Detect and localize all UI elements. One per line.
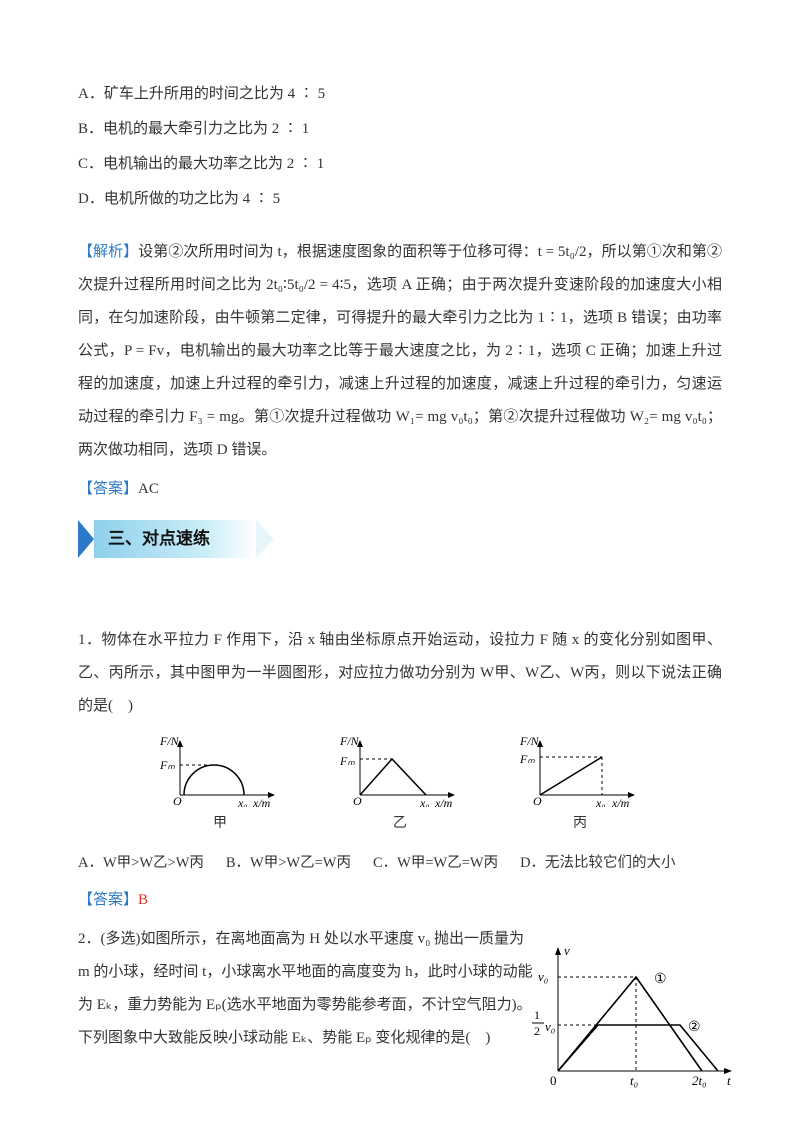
q1-choice-b: B．W甲>W乙=W丙 xyxy=(226,848,351,880)
q2-graph: v t v₀ 1 2 v₀ t₀ 2t₀ 0 ① ② xyxy=(530,941,740,1104)
q2-half-num: 1 xyxy=(534,1008,540,1022)
ylabel-bing: F/N xyxy=(520,735,540,748)
graph-yi: F/N Fₘ O x₀ x/m 乙 xyxy=(340,735,460,840)
q1-choice-c: C．W甲=W乙=W丙 xyxy=(373,848,498,880)
q2-2t0: 2t₀ xyxy=(692,1073,707,1088)
q1-answer-line: 【答案】B xyxy=(78,884,722,917)
banner-triangle-icon xyxy=(78,520,94,558)
q1-figures-row: F/N Fₘ O x₀ x/m 甲 F/N Fₘ O x₀ x/m xyxy=(78,735,722,840)
graph-jia: F/N Fₘ O x₀ x/m 甲 xyxy=(160,735,280,840)
ylabel-yi: F/N xyxy=(340,735,360,748)
q1-choices: A．W甲>W乙>W丙 B．W甲>W乙=W丙 C．W甲=W乙=W丙 D．无法比较它… xyxy=(78,848,722,880)
caption-yi: 乙 xyxy=(393,809,407,840)
banner-bg: 三、对点速练 xyxy=(78,520,256,558)
option-d: D．电机所做的功之比为 4 ∶ 5 xyxy=(78,183,722,216)
q2-circled-1: ① xyxy=(654,972,667,987)
q2-half-den: 2 xyxy=(534,1024,540,1038)
caption-bing: 丙 xyxy=(573,809,587,840)
q2-half-v0: v₀ xyxy=(545,1019,555,1034)
option-b: B．电机的最大牵引力之比为 2 ∶ 1 xyxy=(78,113,722,146)
fm-label-yi: Fₘ xyxy=(340,754,355,768)
q2-circled-2: ② xyxy=(688,1020,701,1035)
analysis-paragraph: 【解析】设第②次所用时间为 t，根据速度图象的面积等于位移可得：t = 5t₀/… xyxy=(78,236,722,467)
x0-jia: x₀ xyxy=(237,796,248,807)
q1-choice-a: A．W甲>W乙>W丙 xyxy=(78,848,204,880)
option-c: C．电机输出的最大功率之比为 2 ∶ 1 xyxy=(78,148,722,181)
section-title: 三、对点速练 xyxy=(94,520,256,558)
q2-ylabel: v xyxy=(564,943,570,958)
graph-bing: F/N Fₘ O x₀ x/m 丙 xyxy=(520,735,640,840)
fm-label-bing: Fₘ xyxy=(520,752,535,766)
x0-yi: x₀ xyxy=(419,796,430,807)
option-a: A．矿车上升所用的时间之比为 4 ∶ 5 xyxy=(78,78,722,111)
xlabel-bing: x/m xyxy=(611,796,630,807)
x0-bing: x₀ xyxy=(595,796,606,807)
caption-jia: 甲 xyxy=(213,809,227,840)
analysis-label: 【解析】 xyxy=(78,244,138,260)
origin-jia: O xyxy=(173,794,182,807)
answer-label: 【答案】 xyxy=(78,481,138,497)
answer-line: 【答案】AC xyxy=(78,473,722,506)
section-banner: 三、对点速练 xyxy=(78,520,722,558)
q2-origin: 0 xyxy=(550,1073,557,1088)
origin-bing: O xyxy=(533,794,542,807)
q1-answer: B xyxy=(138,892,148,908)
ylabel-jia: F/N xyxy=(160,735,180,748)
q2-wrap: 2．(多选)如图所示，在离地面高为 H 处以水平速度 v₀ 抛出一质量为 m 的… xyxy=(78,923,722,1055)
fm-label-jia: Fₘ xyxy=(160,758,175,772)
q1-choice-d: D．无法比较它们的大小 xyxy=(520,848,675,880)
analysis-text: 设第②次所用时间为 t，根据速度图象的面积等于位移可得：t = 5t₀/2，所以… xyxy=(78,244,722,458)
origin-yi: O xyxy=(353,794,362,807)
q1-answer-label: 【答案】 xyxy=(78,892,138,908)
answer-text: AC xyxy=(138,481,159,497)
q1-text: 1．物体在水平拉力 F 作用下，沿 x 轴由坐标原点开始运动，设拉力 F 随 x… xyxy=(78,624,722,723)
q2-text: 2．(多选)如图所示，在离地面高为 H 处以水平速度 v₀ 抛出一质量为 m 的… xyxy=(78,923,538,1055)
q2-v0: v₀ xyxy=(538,969,548,984)
xlabel-jia: x/m xyxy=(252,796,271,807)
q2-t0: t₀ xyxy=(630,1073,638,1088)
xlabel-yi: x/m xyxy=(434,796,453,807)
q2-xlabel: t xyxy=(727,1073,731,1088)
